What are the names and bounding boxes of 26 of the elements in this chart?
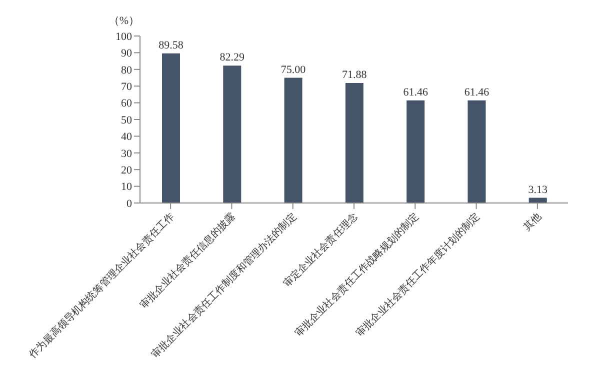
bar	[284, 78, 302, 203]
y-tick-label: 10	[121, 181, 132, 194]
y-tick-label: 20	[121, 164, 132, 177]
y-tick-label: 100	[116, 30, 132, 43]
y-tick-label: 90	[121, 48, 132, 60]
data-label: 61.46	[403, 86, 428, 98]
y-axis-title: （%）	[108, 15, 140, 27]
y-tick-label: 80	[121, 64, 132, 76]
bar	[162, 53, 180, 203]
data-label: 3.13	[528, 184, 548, 196]
bar	[223, 66, 242, 203]
x-tick-label: 其他	[520, 210, 544, 234]
y-tick-label: 70	[121, 81, 132, 94]
data-label: 82.29	[220, 52, 246, 64]
bar	[345, 82, 364, 203]
data-label: 75.00	[280, 64, 306, 76]
y-tick-label: 30	[121, 148, 132, 160]
data-label: 61.46	[464, 86, 490, 98]
y-tick-label: 0	[126, 198, 132, 210]
data-label: 71.88	[342, 68, 368, 81]
y-tick-label: 40	[121, 131, 132, 144]
data-label: 89.58	[158, 39, 184, 52]
bar	[468, 100, 486, 203]
y-tick-label: 50	[121, 114, 132, 126]
bar	[406, 100, 425, 203]
y-tick-label: 60	[121, 98, 132, 110]
